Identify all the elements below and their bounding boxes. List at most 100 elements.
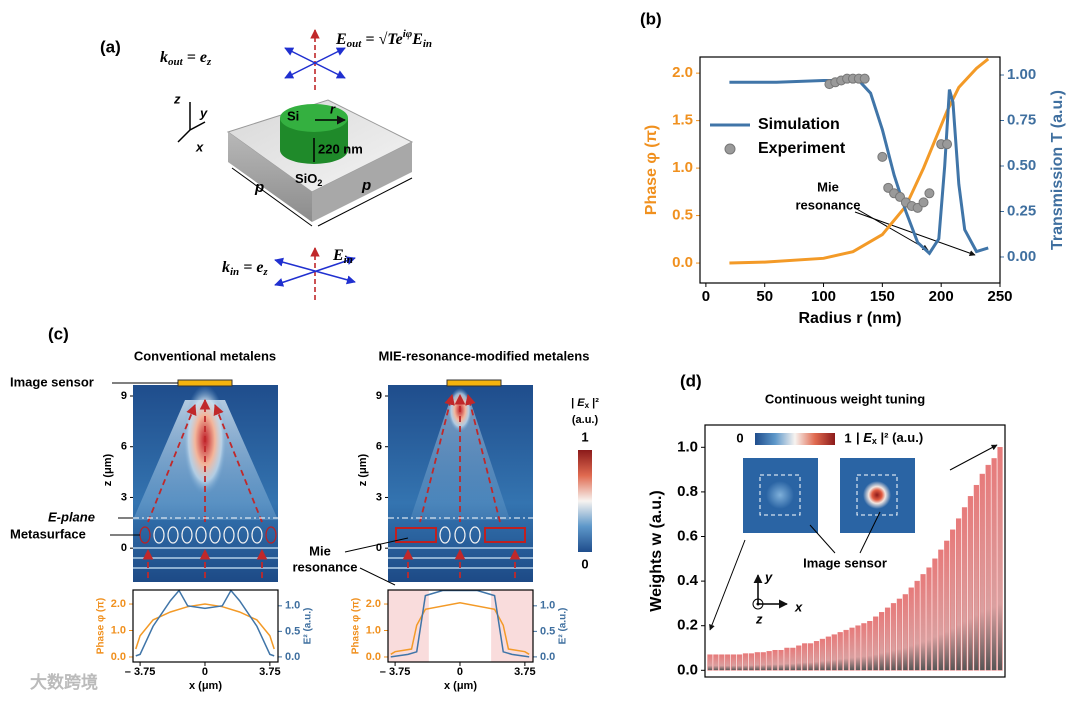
plot-frame [387,589,534,663]
axis-label: Transmission T (a.u.) [1049,90,1066,250]
substrate-label: SiO2 [295,171,322,188]
bar [736,654,743,671]
bar [896,598,903,671]
t: e [256,259,263,276]
y-tick-label: 1.0 [111,624,126,636]
t: | [571,397,577,409]
bar [997,447,1003,671]
colorbar-label: | Ex |² [571,397,599,410]
x-tick-label: 50 [756,288,773,305]
x-tick-label: 0 [202,666,208,678]
axis-label: z (μm) [357,453,369,486]
y-tick-label: 0.8 [677,483,698,500]
sensor-label: Image sensor [10,374,94,389]
bar [843,629,849,671]
radius-label: r [330,101,336,116]
bar [979,473,985,671]
axis-label: y [199,105,208,120]
polarization [284,47,346,79]
z-axis-label: z (μm) [357,453,369,486]
axis-label: z [755,611,763,626]
bar [837,632,843,671]
y2-tick-label: 1.0 [540,600,555,612]
bar [825,636,831,671]
rays [402,393,521,578]
bar [867,620,873,671]
y2-tick-label: 0.50 [1007,157,1036,174]
bar [985,464,991,671]
y2-tick-label: 1.0 [285,600,300,612]
axis-label-group: E² (a.u.) [303,608,314,645]
x-tick-label: 250 [987,288,1012,305]
k-out-label: kout = ez [160,49,212,68]
bar [890,603,897,671]
t: x [872,436,877,446]
y-tick-label: 1.0 [672,159,693,176]
t: x [585,401,590,410]
x-tick-label: 200 [929,288,954,305]
map-title: Conventional metalens [134,348,276,363]
period-label: p [361,177,371,194]
axis-label-group: Transmission T (a.u.) [1049,90,1066,250]
slab-side [312,142,412,222]
mie-label: Mie [309,543,331,558]
pillar-label: Si [287,108,299,123]
z-tick-label: 9 [121,390,127,402]
spot [863,481,891,509]
y-tick-label: 0.0 [366,651,381,663]
e-in-label: Ein [332,247,353,266]
t: z [206,56,212,68]
y2-tick-label: 0.00 [1007,248,1036,265]
bar [991,458,997,671]
y-tick-label: 0.2 [677,617,698,634]
x-tick-label: 3.75 [259,666,280,678]
t: z [262,266,268,278]
line [135,589,275,657]
axis-out [752,598,764,610]
bar [754,652,760,671]
panel-label: (c) [48,324,69,343]
pointer [859,511,881,554]
y-tick-label: 0.4 [677,572,699,589]
bar [819,638,826,671]
slab-front [228,132,312,222]
z-tick-label: 0 [121,542,127,554]
bar [920,574,926,671]
sensor-box [856,474,898,516]
bar [902,594,908,671]
legend-label: Experiment [758,140,846,157]
field-map [388,379,533,582]
t: in [344,254,353,266]
t: 2 [317,178,322,188]
pillar-top [280,104,348,132]
bar [861,623,867,671]
line [135,603,275,650]
x-tick-label: – 3.75 [380,666,411,678]
y-tick-label: 2.0 [111,598,126,610]
axis-label: z (μm) [102,453,114,486]
t: k [222,259,230,276]
shaded-region [491,590,533,662]
t: |² [589,397,599,409]
p-arrow [317,177,413,227]
axis-label: E² (a.u.) [303,608,314,645]
marker [877,151,888,162]
line [390,601,530,655]
y2-tick-label: 0.0 [285,651,300,663]
t: E [332,247,344,264]
map-title: MIE-resonance-modified metalens [379,348,590,363]
marker [918,197,929,208]
y-tick-label: 1.5 [672,112,693,129]
legend-marker [724,143,736,155]
axis-label-group: E² (a.u.) [558,608,569,645]
bar [950,529,956,671]
bar [932,558,938,671]
e-plane-label: E-plane [48,509,95,524]
plot-frame [699,56,1001,284]
axis-label: E² (a.u.) [558,608,569,645]
y2-tick-label: 0.75 [1007,111,1036,128]
rays [142,398,268,578]
y-tick-label: 0.0 [677,661,698,678]
z-tick-label: 3 [376,491,382,503]
t: e [396,31,403,48]
